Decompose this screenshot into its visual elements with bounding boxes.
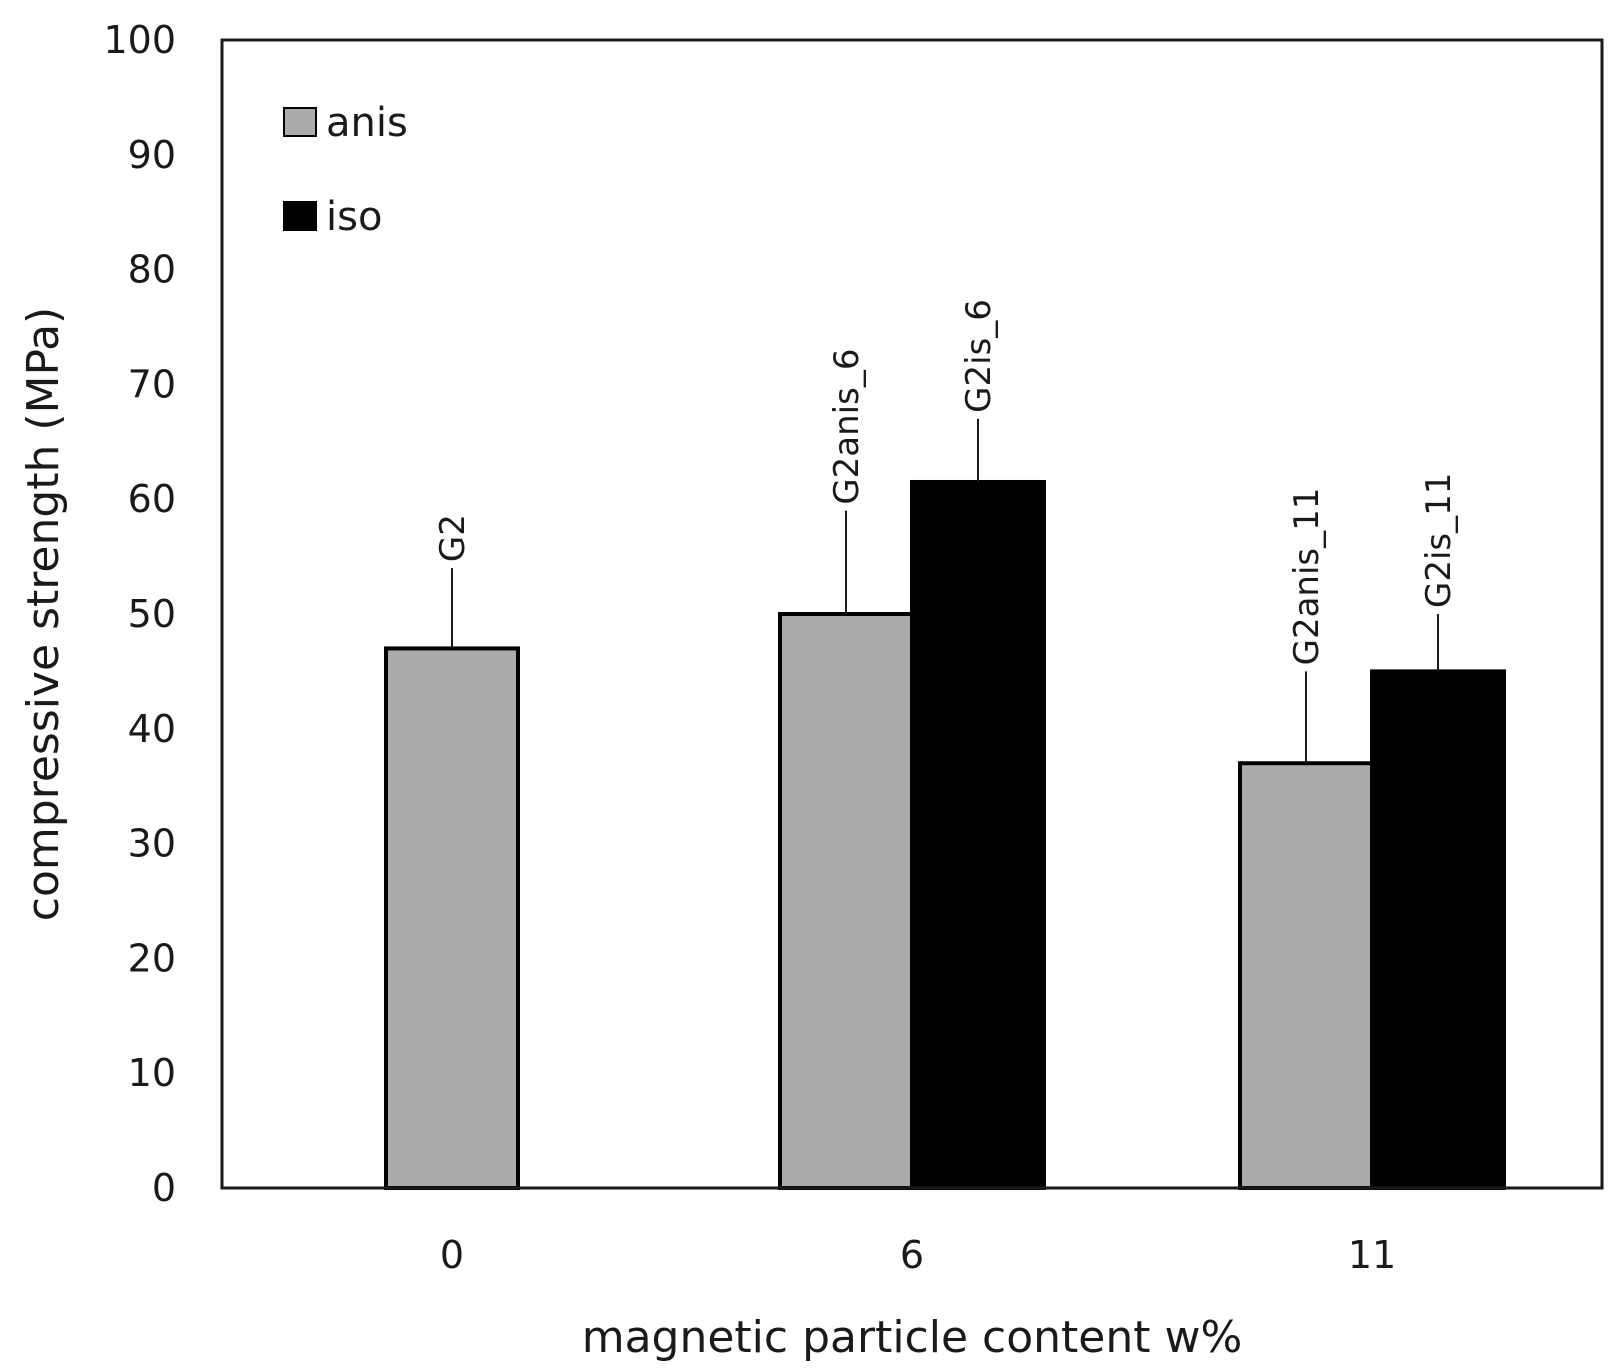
bar-data-label: G2anis_6	[827, 349, 867, 505]
bar-data-label: G2is_6	[959, 299, 999, 413]
y-axis-title: compressive strength (MPa)	[18, 307, 69, 921]
y-tick-label: 60	[128, 477, 176, 521]
legend-label: anis	[326, 100, 408, 146]
bar-anis	[778, 612, 914, 1190]
bars-group: G2 G2anis_6 G2is_6 G2anis_11 G2is_11	[384, 299, 1506, 1191]
y-tick-label: 30	[128, 822, 176, 866]
y-tick-label: 10	[128, 1051, 176, 1095]
x-tick-label: 11	[1348, 1233, 1396, 1277]
bar-anis	[1238, 761, 1374, 1190]
y-axis: 0 10 20 30 40 50 60 70 80 90 100	[103, 18, 176, 1210]
y-tick-label: 50	[128, 592, 176, 636]
bar-anis	[384, 646, 520, 1190]
legend-swatch-anis	[283, 107, 317, 137]
y-tick-label: 80	[128, 248, 176, 292]
y-tick-label: 0	[152, 1166, 176, 1210]
bar-iso	[1370, 669, 1506, 1190]
y-tick-label: 70	[128, 362, 176, 406]
legend-swatch-iso	[283, 201, 317, 231]
x-axis: 0 6 11	[440, 1233, 1396, 1277]
bar-data-label: G2anis_11	[1287, 488, 1327, 666]
y-tick-label: 100	[103, 18, 176, 62]
y-tick-label: 20	[128, 936, 176, 980]
y-tick-label: 40	[128, 707, 176, 751]
bar-iso	[910, 479, 1046, 1191]
legend: anis iso	[283, 100, 408, 240]
bar-data-label: G2	[433, 514, 473, 562]
x-tick-label: 6	[900, 1233, 924, 1277]
x-axis-title: magnetic particle content w%	[582, 1312, 1243, 1363]
bar-data-label: G2is_11	[1419, 473, 1459, 608]
plot-area-frame	[220, 38, 1604, 1190]
x-tick-label: 0	[440, 1233, 464, 1277]
legend-label: iso	[326, 194, 382, 240]
y-tick-label: 90	[128, 133, 176, 177]
